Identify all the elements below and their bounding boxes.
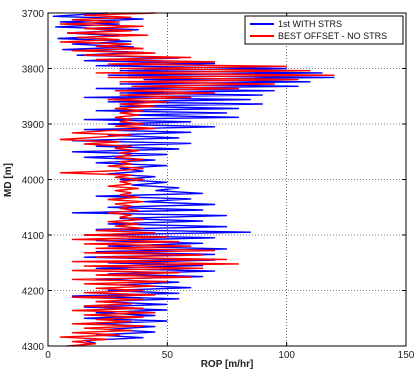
series-line-1	[52, 12, 335, 347]
y-tick-label: 4100	[22, 231, 45, 242]
x-tick-label: 50	[162, 350, 174, 361]
legend: 1st WITH STRS BEST OFFSET - NO STRS	[244, 15, 404, 45]
x-tick-labels: 0 50 100 150	[45, 350, 415, 361]
series-line-2	[59, 12, 335, 347]
y-tick-label: 4300	[22, 342, 45, 353]
legend-label-series-1: 1st WITH STRS	[278, 19, 342, 29]
x-axis-label: ROP [m/hr]	[201, 359, 254, 370]
y-tick-label: 3800	[22, 65, 45, 76]
x-tick-label: 150	[398, 350, 415, 361]
legend-box	[244, 15, 404, 45]
y-tick-label: 3900	[22, 120, 45, 131]
legend-label-series-2: BEST OFFSET - NO STRS	[278, 31, 387, 41]
y-tick-label: 4200	[22, 287, 45, 298]
plot-background	[48, 13, 406, 346]
y-axis-label: MD [m]	[3, 163, 14, 197]
series-layer	[52, 12, 335, 347]
x-tick-label: 100	[278, 350, 295, 361]
tick-marks	[47, 12, 407, 347]
y-tick-label: 3700	[22, 9, 45, 20]
x-tick-label: 0	[45, 350, 51, 361]
y-tick-label: 4000	[22, 176, 45, 187]
y-tick-labels: 3700 3800 3900 4000 4100 4200 4300	[22, 9, 45, 353]
